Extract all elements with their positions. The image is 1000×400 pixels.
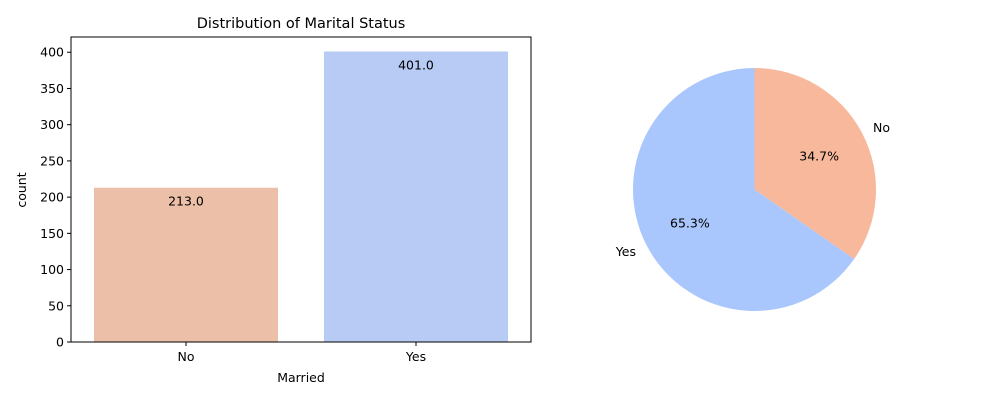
pie-slice-no <box>754 68 876 260</box>
x-tick-label: No <box>178 349 195 364</box>
bar-yes <box>324 51 508 343</box>
bar-value-labels: 213.0 401.0 <box>168 58 434 209</box>
y-tick-label: 200 <box>40 190 64 205</box>
pie-labels: 34.7% No 65.3% Yes <box>615 120 890 259</box>
pie-pct-label: 65.3% <box>670 216 710 231</box>
y-tick-label: 350 <box>40 81 64 96</box>
bar-y-axis-ticks: 0 50 100 150 200 250 300 350 400 <box>40 45 71 350</box>
y-tick-label: 400 <box>40 45 64 60</box>
bar-no <box>94 187 278 342</box>
y-tick-label: 100 <box>40 262 64 277</box>
y-tick-label: 0 <box>56 335 64 350</box>
bar-value-label: 401.0 <box>398 58 434 73</box>
y-tick-label: 150 <box>40 226 64 241</box>
pie-slices <box>633 68 876 311</box>
x-tick-label: Yes <box>405 349 426 364</box>
bar-chart-title: Distribution of Marital Status <box>197 16 406 32</box>
y-tick-label: 250 <box>40 153 64 168</box>
pie-slice-yes <box>633 68 855 311</box>
bar-chart: Distribution of Marital Status 0 50 100 150… <box>14 16 532 385</box>
bar-value-label: 213.0 <box>168 194 204 209</box>
pie-slice-label: No <box>873 120 890 135</box>
pie-pct-label: 34.7% <box>799 148 839 163</box>
y-tick-label: 50 <box>48 298 64 313</box>
pie-slice-label: Yes <box>615 244 636 259</box>
bar-y-axis-label: count <box>14 172 29 207</box>
bar-x-axis-ticks: No Yes <box>178 342 426 364</box>
y-tick-label: 300 <box>40 117 64 132</box>
bar-plot-frame <box>70 36 532 343</box>
pie-chart: 34.7% No 65.3% Yes <box>615 68 890 311</box>
bar-x-axis-label: Married <box>277 370 325 385</box>
bar-series <box>94 51 508 343</box>
